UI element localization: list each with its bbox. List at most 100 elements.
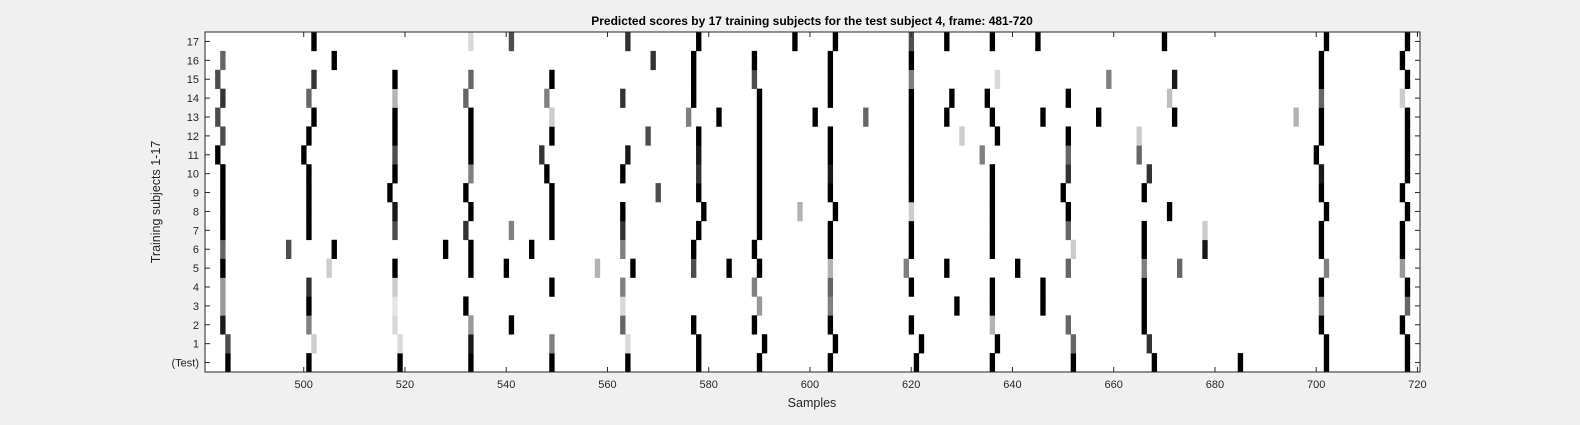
x-tick-label: 580 xyxy=(700,379,718,391)
heatmap-cell xyxy=(1318,220,1325,241)
axis-ticks: 500 520 540 560 580 600 620 640 660 680 700 720 (Tes… xyxy=(172,32,1427,391)
heatmap-cell xyxy=(1177,258,1183,278)
heatmap-cell xyxy=(306,296,312,316)
heatmap-cell xyxy=(1065,258,1071,278)
heatmap-cell xyxy=(549,202,555,222)
heatmap-cell xyxy=(311,334,317,354)
heatmap-cell xyxy=(979,145,985,165)
heatmap-cell xyxy=(306,220,312,241)
heatmap-cell xyxy=(1141,296,1147,316)
heatmap-cell xyxy=(549,183,555,203)
heatmap-cell xyxy=(1040,277,1046,297)
heatmap-cell xyxy=(220,202,226,222)
heatmap-cell xyxy=(1065,315,1071,335)
heatmap-cell xyxy=(989,107,996,127)
heatmap-cell xyxy=(508,32,515,52)
heatmap-cell xyxy=(392,69,398,89)
heatmap-cell xyxy=(468,145,474,165)
heatmap-cell xyxy=(989,296,996,316)
y-tick-label: 8 xyxy=(193,206,199,218)
heatmap-cell xyxy=(220,296,226,316)
heatmap-cell xyxy=(1237,353,1244,373)
heatmap-cell xyxy=(827,126,834,146)
heatmap-cell xyxy=(220,88,226,108)
heatmap-cell xyxy=(696,145,702,165)
heatmap-cell xyxy=(549,220,555,241)
heatmap-cell xyxy=(1202,220,1208,241)
heatmap-cell xyxy=(655,183,661,203)
heatmap-cell xyxy=(463,88,469,108)
heatmap-cell xyxy=(1151,353,1158,373)
heatmap-cell xyxy=(827,145,834,165)
y-tick-label: 2 xyxy=(193,320,199,332)
heatmap-cell xyxy=(306,88,312,108)
heatmap-cell xyxy=(908,277,915,297)
heatmap-cell xyxy=(442,239,449,259)
heatmap-cell xyxy=(908,88,915,108)
heatmap-cell xyxy=(503,258,510,278)
heatmap-cell xyxy=(311,69,317,89)
heatmap-cell xyxy=(220,239,226,259)
heatmap-cell xyxy=(751,315,758,335)
heatmap-cell xyxy=(392,277,398,297)
heatmap-cell xyxy=(1318,164,1325,184)
heatmap-cell xyxy=(908,32,915,52)
heatmap-cell xyxy=(306,202,312,222)
heatmap-cell xyxy=(1065,88,1071,108)
chart-title: Predicted scores by 17 training subjects… xyxy=(591,14,1033,28)
y-tick-label: 11 xyxy=(188,150,199,162)
heatmap-cell xyxy=(1141,277,1147,297)
heatmap-cell xyxy=(908,183,915,203)
heatmap-cell xyxy=(620,88,626,108)
heatmap-cell xyxy=(1070,334,1077,354)
heatmap-cell xyxy=(908,220,915,241)
heatmap-cell xyxy=(994,69,1001,89)
heatmap-cell xyxy=(220,315,226,335)
heatmap-cell xyxy=(392,126,398,146)
heatmap-cell xyxy=(1404,126,1411,146)
heatmap-cell xyxy=(1136,145,1142,165)
heatmap-cell xyxy=(331,239,337,259)
heatmap-cell xyxy=(1323,334,1330,354)
y-tick-label: 7 xyxy=(193,225,199,237)
heatmap-cell xyxy=(1065,145,1071,165)
heatmap-cell xyxy=(756,88,763,108)
heatmap-cell xyxy=(918,334,925,354)
heatmap-cell xyxy=(1318,296,1325,316)
heatmap-cell xyxy=(1323,353,1330,373)
y-tick-label: 4 xyxy=(193,282,199,294)
heatmap-cell xyxy=(691,258,697,278)
heatmap-cell xyxy=(756,258,763,278)
heatmap-cell xyxy=(620,296,626,316)
heatmap-cell xyxy=(751,69,758,89)
plot-border xyxy=(204,31,1421,373)
heatmap-cell xyxy=(549,107,555,127)
heatmap-cell xyxy=(1399,88,1406,108)
heatmap-cell xyxy=(696,334,702,354)
heatmap-cell xyxy=(701,202,707,222)
heatmap-cell xyxy=(620,164,626,184)
heatmap-cell xyxy=(549,353,555,373)
heatmap-cell xyxy=(468,69,474,89)
heatmap-cell xyxy=(1035,32,1041,52)
heatmap-cell xyxy=(696,32,702,52)
heatmap-cell xyxy=(959,126,965,146)
heatmap-cell xyxy=(944,258,950,278)
heatmap-cell xyxy=(1313,145,1320,165)
heatmap-cell xyxy=(1171,107,1178,127)
heatmap-cell xyxy=(832,32,839,52)
heatmap-cell xyxy=(1399,315,1406,335)
heatmap-cell xyxy=(1166,202,1173,222)
heatmap-cell xyxy=(306,183,312,203)
heatmap-cell xyxy=(944,107,950,127)
heatmap-cell xyxy=(908,315,915,335)
heatmap-cell xyxy=(220,277,226,297)
heatmap-cell xyxy=(392,164,398,184)
heatmap-cell xyxy=(468,32,474,52)
heatmap-cell xyxy=(1096,107,1102,127)
heatmap-cell xyxy=(751,277,758,297)
heatmap-cell xyxy=(1404,164,1411,184)
heatmap-cell xyxy=(989,315,996,335)
heatmap-cell xyxy=(797,202,803,222)
